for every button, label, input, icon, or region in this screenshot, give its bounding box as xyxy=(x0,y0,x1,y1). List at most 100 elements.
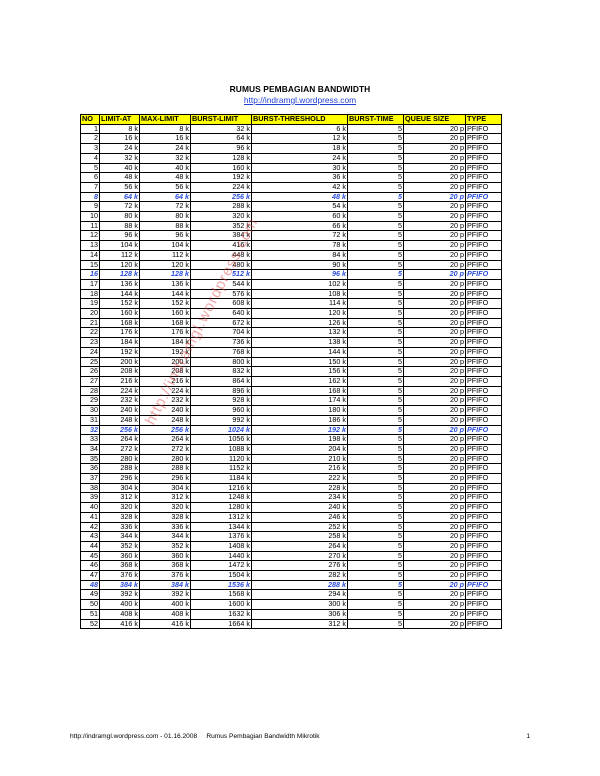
cell-no: 52 xyxy=(80,618,100,630)
cell-max-limit: 256 k xyxy=(139,424,191,436)
cell-limit-at: 392 k xyxy=(99,589,140,601)
table-row: 43 344 k 344 k 1376 k 258 k 5 20 p PFIFO xyxy=(80,531,502,542)
cell-burst-limit: 1280 k xyxy=(190,502,252,513)
cell-no: 1 xyxy=(80,123,100,135)
cell-type: PFIFO xyxy=(465,230,502,242)
cell-burst-time: 5 xyxy=(347,570,404,581)
cell-queue-size: 20 p xyxy=(403,453,466,465)
cell-no: 18 xyxy=(80,288,100,300)
table-row: 8 64 k 64 k 256 k 48 k 5 20 p PFIFO xyxy=(80,191,502,203)
cell-limit-at: 336 k xyxy=(99,521,140,533)
cell-no: 28 xyxy=(80,385,100,397)
cell-max-limit: 304 k xyxy=(139,482,191,494)
cell-burst-time: 5 xyxy=(347,162,404,174)
cell-queue-size: 20 p xyxy=(403,249,466,261)
cell-burst-threshold: 42 k xyxy=(251,181,348,193)
cell-type: PFIFO xyxy=(465,201,502,213)
cell-limit-at: 176 k xyxy=(99,327,140,339)
table-row: 14 112 k 112 k 448 k 84 k 5 20 p PFIFO xyxy=(80,249,502,261)
cell-burst-threshold: 114 k xyxy=(251,298,348,310)
cell-burst-time: 5 xyxy=(347,618,404,630)
cell-no: 45 xyxy=(80,550,100,562)
col-header-max-limit: MAX-LIMIT xyxy=(139,114,191,125)
cell-queue-size: 20 p xyxy=(403,230,466,242)
cell-no: 27 xyxy=(80,375,100,387)
cell-max-limit: 264 k xyxy=(139,434,191,445)
cell-max-limit: 280 k xyxy=(139,453,191,465)
cell-no: 47 xyxy=(80,570,100,581)
cell-burst-limit: 736 k xyxy=(190,337,252,348)
cell-no: 43 xyxy=(80,531,100,542)
cell-type: PFIFO xyxy=(465,570,502,581)
cell-max-limit: 96 k xyxy=(139,230,191,242)
cell-queue-size: 20 p xyxy=(403,579,466,591)
cell-burst-limit: 1024 k xyxy=(190,424,252,436)
cell-burst-time: 5 xyxy=(347,608,404,620)
cell-burst-time: 5 xyxy=(347,414,404,426)
footer-text: http://indramgl.wordpress.com - 01.16.20… xyxy=(70,733,320,740)
cell-type: PFIFO xyxy=(465,269,502,280)
table-header-row: NO LIMIT-AT MAX-LIMIT BURST-LIMIT BURST-… xyxy=(80,114,502,125)
cell-limit-at: 240 k xyxy=(99,405,140,416)
table-row: 11 88 k 88 k 352 k 66 k 5 20 p PFIFO xyxy=(80,220,502,232)
cell-queue-size: 20 p xyxy=(403,308,466,319)
table-row: 42 336 k 336 k 1344 k 252 k 5 20 p PFIFO xyxy=(80,521,502,533)
cell-burst-threshold: 144 k xyxy=(251,346,348,358)
cell-burst-limit: 1600 k xyxy=(190,599,252,610)
table-row: 39 312 k 312 k 1248 k 234 k 5 20 p PFIFO xyxy=(80,492,502,504)
cell-no: 19 xyxy=(80,298,100,310)
cell-queue-size: 20 p xyxy=(403,172,466,183)
cell-type: PFIFO xyxy=(465,385,502,397)
table-row: 30 240 k 240 k 960 k 180 k 5 20 p PFIFO xyxy=(80,405,502,416)
cell-burst-limit: 256 k xyxy=(190,191,252,203)
cell-limit-at: 352 k xyxy=(99,540,140,552)
cell-queue-size: 20 p xyxy=(403,502,466,513)
cell-type: PFIFO xyxy=(465,492,502,504)
cell-type: PFIFO xyxy=(465,395,502,407)
cell-burst-limit: 1344 k xyxy=(190,521,252,533)
cell-type: PFIFO xyxy=(465,531,502,542)
cell-burst-threshold: 186 k xyxy=(251,414,348,426)
cell-max-limit: 136 k xyxy=(139,278,191,290)
cell-burst-time: 5 xyxy=(347,599,404,610)
cell-queue-size: 20 p xyxy=(403,414,466,426)
source-link[interactable]: http://indramgl.wordpress.com xyxy=(243,95,357,105)
cell-burst-time: 5 xyxy=(347,191,404,203)
cell-burst-limit: 1120 k xyxy=(190,453,252,465)
cell-no: 48 xyxy=(80,579,100,591)
cell-burst-limit: 128 k xyxy=(190,152,252,164)
cell-queue-size: 20 p xyxy=(403,424,466,436)
col-header-burst-time: BURST-TIME xyxy=(347,114,404,125)
cell-burst-time: 5 xyxy=(347,172,404,183)
table-row: 32 256 k 256 k 1024 k 192 k 5 20 p PFIFO xyxy=(80,424,502,436)
cell-type: PFIFO xyxy=(465,375,502,387)
cell-burst-threshold: 126 k xyxy=(251,317,348,329)
cell-limit-at: 64 k xyxy=(99,191,140,203)
cell-burst-threshold: 60 k xyxy=(251,211,348,222)
cell-queue-size: 20 p xyxy=(403,434,466,445)
cell-burst-threshold: 198 k xyxy=(251,434,348,445)
table-row: 52 416 k 416 k 1664 k 312 k 5 20 p PFIFO xyxy=(80,618,502,630)
cell-queue-size: 20 p xyxy=(403,570,466,581)
cell-no: 32 xyxy=(80,424,100,436)
cell-burst-threshold: 24 k xyxy=(251,152,348,164)
cell-burst-limit: 960 k xyxy=(190,405,252,416)
cell-limit-at: 80 k xyxy=(99,211,140,222)
table-row: 49 392 k 392 k 1568 k 294 k 5 20 p PFIFO xyxy=(80,589,502,601)
cell-max-limit: 24 k xyxy=(139,143,191,154)
cell-burst-threshold: 264 k xyxy=(251,540,348,552)
cell-burst-threshold: 240 k xyxy=(251,502,348,513)
cell-limit-at: 32 k xyxy=(99,152,140,164)
cell-type: PFIFO xyxy=(465,181,502,193)
cell-type: PFIFO xyxy=(465,463,502,475)
cell-burst-limit: 352 k xyxy=(190,220,252,232)
bandwidth-table: NO LIMIT-AT MAX-LIMIT BURST-LIMIT BURST-… xyxy=(80,114,502,630)
table-row: 45 360 k 360 k 1440 k 270 k 5 20 p PFIFO xyxy=(80,550,502,562)
cell-limit-at: 152 k xyxy=(99,298,140,310)
cell-queue-size: 20 p xyxy=(403,492,466,504)
cell-burst-time: 5 xyxy=(347,211,404,222)
cell-burst-limit: 1632 k xyxy=(190,608,252,620)
table-row: 37 296 k 296 k 1184 k 222 k 5 20 p PFIFO xyxy=(80,473,502,484)
cell-type: PFIFO xyxy=(465,278,502,290)
col-header-no: NO xyxy=(80,114,100,125)
